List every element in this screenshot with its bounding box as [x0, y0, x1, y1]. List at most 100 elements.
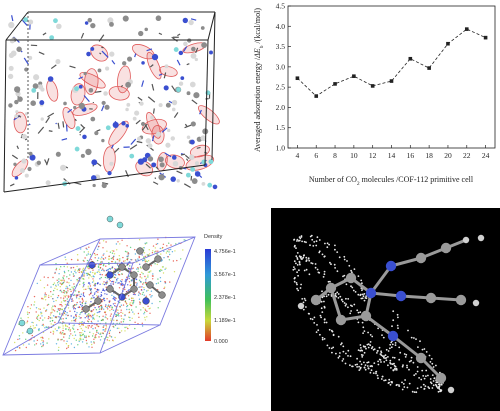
trajectory-point [311, 318, 314, 321]
density-point [82, 338, 84, 340]
trajectory-point [337, 293, 340, 295]
bond [62, 121, 65, 128]
density-point [48, 338, 50, 340]
trajectory-point [387, 350, 390, 352]
atom [36, 160, 42, 166]
density-point [62, 276, 64, 279]
density-point [107, 305, 109, 307]
density-point [85, 288, 87, 290]
trajectory-point [380, 361, 382, 363]
density-point [144, 308, 146, 310]
trajectory-point [343, 255, 346, 258]
density-point [71, 320, 73, 322]
density-point [14, 349, 17, 352]
atom [27, 166, 32, 172]
trajectory-point [420, 378, 423, 381]
density-point [28, 312, 30, 314]
trajectory-point [361, 354, 364, 356]
density-point [79, 301, 81, 303]
trajectory-point [300, 258, 303, 260]
density-point [120, 321, 122, 323]
trajectory-point [410, 359, 412, 362]
density-point [73, 307, 75, 309]
y-tick-label: 1.0 [276, 144, 286, 153]
density-point [112, 257, 114, 259]
bond [184, 124, 192, 129]
density-point [44, 294, 46, 296]
trajectory-point [356, 357, 358, 360]
trajectory-point [427, 374, 429, 377]
framework-structure-svg [3, 11, 220, 193]
density-point [108, 278, 111, 281]
density-point [78, 271, 80, 274]
density-point [69, 330, 71, 332]
density-point [118, 255, 121, 257]
trajectory-point [316, 236, 319, 239]
atom [90, 22, 96, 29]
atom [90, 116, 96, 122]
density-point [148, 249, 150, 251]
trajectory-point [309, 317, 312, 320]
density-point [108, 267, 111, 270]
density-point [102, 315, 104, 317]
density-point [66, 340, 68, 342]
density-point [83, 275, 85, 277]
density-point [87, 251, 90, 253]
trajectory-point [351, 286, 354, 289]
density-point [73, 308, 75, 310]
density-point [169, 281, 171, 283]
density-point [87, 325, 89, 327]
density-point [113, 295, 115, 298]
density-point [62, 281, 65, 284]
density-point [100, 305, 103, 308]
y-axis-label-sub: b [259, 45, 265, 48]
density-point [55, 285, 57, 288]
trajectory-point [377, 377, 379, 380]
density-point [61, 280, 63, 282]
density-point [90, 259, 92, 261]
bond [94, 90, 102, 93]
density-point [52, 298, 54, 300]
density-point [142, 283, 144, 285]
bond [57, 122, 60, 129]
trajectory-point [332, 334, 335, 337]
density-point [97, 266, 100, 268]
density-point [87, 315, 90, 318]
density-point [124, 301, 127, 303]
density-point [53, 300, 55, 303]
trajectory-point [404, 356, 407, 358]
density-point [137, 267, 139, 269]
density-point [31, 334, 33, 337]
atom [134, 110, 140, 116]
density-point [81, 271, 83, 273]
density-point [82, 285, 85, 287]
density-point [122, 284, 124, 287]
trajectory-point [413, 391, 416, 393]
atom [24, 67, 29, 72]
density-point [150, 265, 152, 267]
density-point [40, 343, 42, 345]
trajectory-point [319, 314, 322, 317]
atom-boron [31, 87, 37, 93]
density-point [54, 287, 56, 289]
trajectory-point [360, 279, 363, 282]
density-point [159, 280, 162, 283]
atom-boron [105, 125, 111, 131]
atom-boron [49, 35, 55, 41]
trajectory-point [428, 354, 431, 357]
density-point [111, 260, 113, 263]
density-point [104, 311, 107, 313]
atom [30, 100, 36, 106]
density-point [44, 299, 47, 301]
density-point [121, 318, 123, 320]
atom [82, 305, 90, 313]
atom [109, 51, 115, 57]
density-point [130, 284, 132, 286]
density-point [106, 318, 109, 320]
density-point [128, 316, 130, 318]
density-point [147, 289, 149, 291]
trajectory-point [336, 270, 339, 273]
density-point [109, 309, 111, 312]
density-point [86, 254, 88, 256]
density-point [68, 288, 71, 290]
